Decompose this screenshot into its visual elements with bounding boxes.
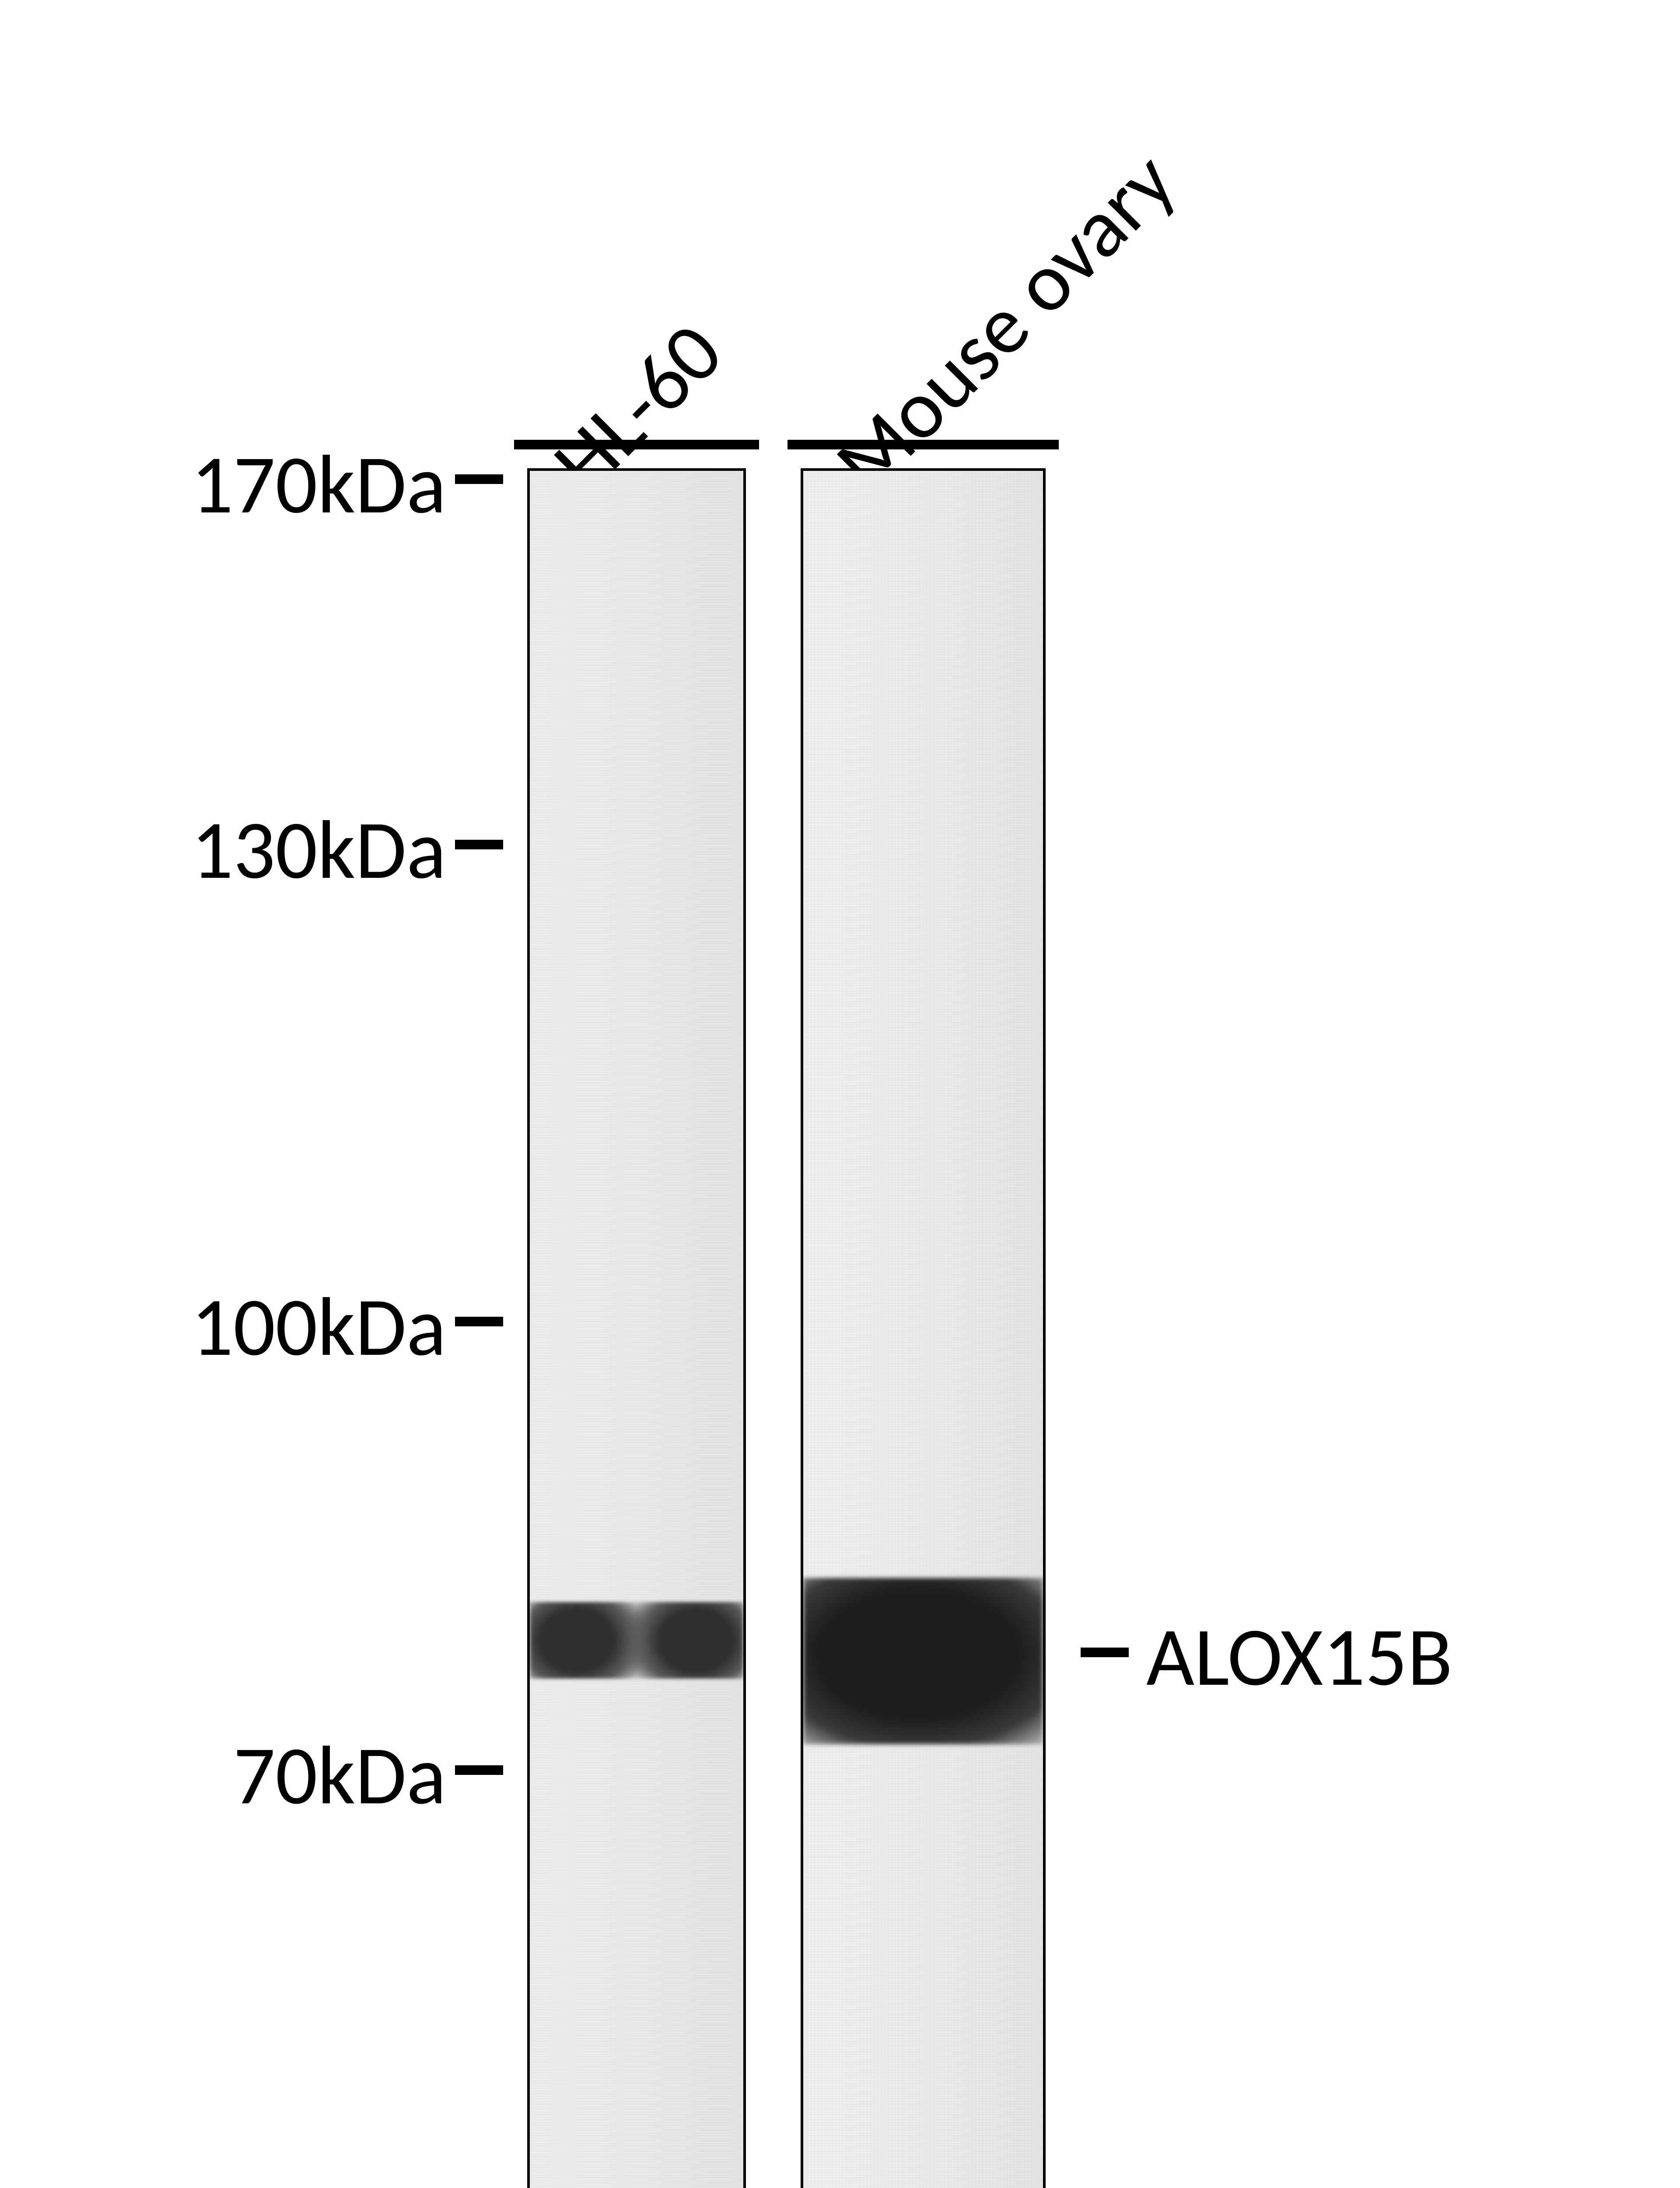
mw-label: 130kDa — [191, 799, 446, 901]
lane-mouse-ovary — [801, 468, 1046, 2188]
mw-tick — [455, 840, 503, 849]
mw-tick — [455, 1765, 503, 1775]
lane-header-bar-2 — [788, 440, 1059, 449]
lane-texture — [803, 471, 1043, 2188]
lane-hl60 — [527, 468, 746, 2188]
lane-label-mouse-ovary: Mouse ovary — [814, 131, 1196, 513]
western-blot-figure: HL-60 Mouse ovary 170kDa130kDa100kDa70kD… — [0, 0, 1680, 2188]
mw-tick — [455, 474, 503, 484]
mw-label: 100kDa — [191, 1276, 446, 1378]
lane-header-bar-1 — [514, 440, 759, 449]
mw-label: 70kDa — [233, 1725, 446, 1826]
band-alox15b — [530, 1602, 743, 1679]
band-alox15b — [803, 1578, 1043, 1744]
protein-label-alox15b: ALOX15B — [1146, 1606, 1452, 1708]
lane-texture — [530, 471, 743, 2188]
protein-tick — [1081, 1648, 1129, 1657]
mw-tick — [455, 1317, 503, 1326]
mw-label: 170kDa — [191, 434, 446, 535]
